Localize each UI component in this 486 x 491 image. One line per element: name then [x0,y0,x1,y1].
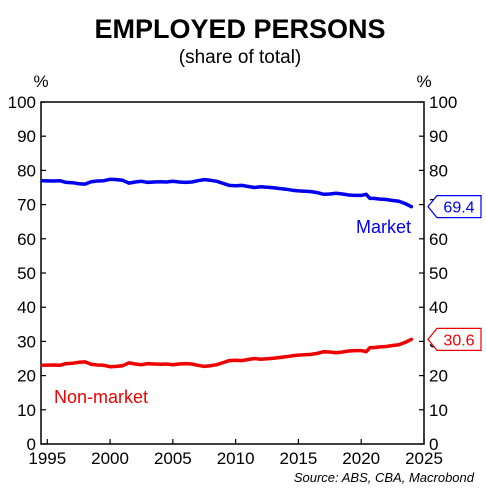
y-tick-label-left: 60 [17,230,36,249]
y-tick-label-left: 40 [17,298,36,317]
series-line-non-market [40,337,414,369]
x-tick-label: 1995 [28,449,66,468]
end-callout-value-market: 69.4 [443,200,474,217]
y-tick-label-right: 80 [429,161,448,180]
y-tick-label-left: 30 [17,332,36,351]
y-tick-label-left: 20 [17,367,36,386]
y-tick-label-left: 70 [17,196,36,215]
y-unit-left: % [33,72,48,91]
x-tick-label: 2025 [405,449,443,468]
y-tick-label-right: 0 [429,435,438,454]
chart-subtitle: (share of total) [179,47,302,68]
y-unit-right: % [416,72,431,91]
end-callouts: 69.4 30.6 [427,195,482,351]
y-tick-label-right: 100 [429,93,457,112]
x-tick-label: 2010 [217,449,255,468]
x-tick-label: 2020 [342,449,380,468]
y-tick-label-left: 80 [17,161,36,180]
end-callout-box-non-market [427,327,482,351]
y-tick-label-left: 90 [17,127,36,146]
end-callout-box-market [427,195,482,219]
y-tick-label-right: 20 [429,367,448,386]
y-axis-left: 0 10 20 30 40 50 60 70 80 90 100 [8,93,46,454]
x-tick-label: 2000 [91,449,129,468]
y-tick-label-right: 90 [429,127,448,146]
y-tick-label-left: 100 [8,93,36,112]
y-tick-label-left: 50 [17,264,36,283]
end-callout-value-non-market: 30.6 [443,332,474,349]
x-tick-label: 2005 [154,449,192,468]
chart-title: EMPLOYED PERSONS [94,14,385,44]
series-label-market: Market [356,217,411,237]
series-labels: Market Non-market [54,217,411,407]
series-label-non-market: Non-market [54,387,148,407]
y-tick-label-right: 60 [429,230,448,249]
y-tick-label-right: 40 [429,298,448,317]
y-tick-label-right: 10 [429,401,448,420]
x-tick-label: 2015 [280,449,318,468]
series-lines [40,177,414,369]
y-tick-label-left: 10 [17,401,36,420]
y-tick-label-right: 50 [429,264,448,283]
series-line-market [40,177,414,209]
x-axis: 1995 2000 2005 2010 2015 2020 2025 [28,439,443,468]
y-tick-label-left: 0 [27,435,36,454]
source-note: Source: ABS, CBA, Macrobond [294,470,475,485]
